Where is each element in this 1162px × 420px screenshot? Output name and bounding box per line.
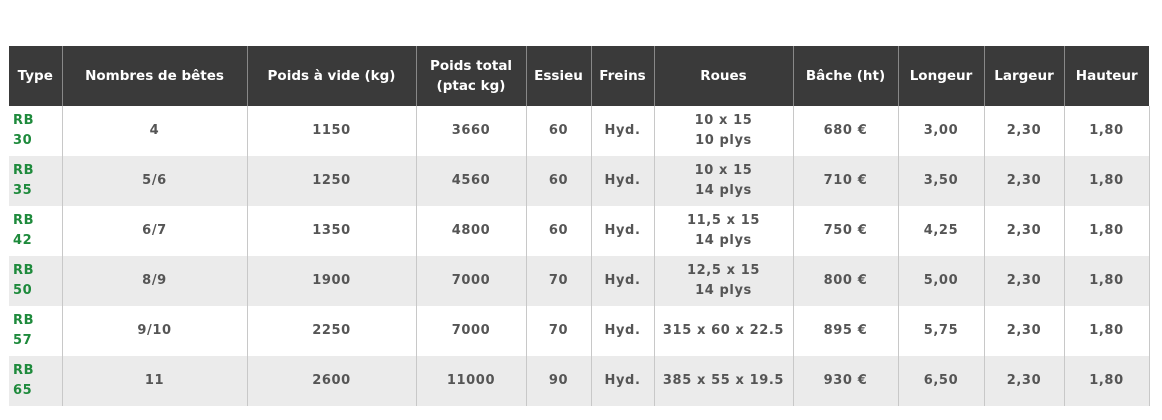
cell-length: 4,25	[897, 206, 984, 256]
header-empty-weight: Poids à vide (kg)	[246, 46, 416, 106]
cell-animals: 4	[61, 106, 247, 156]
cell-empty-weight: 2250	[246, 306, 416, 356]
cell-axle: 70	[525, 306, 591, 356]
cell-height: 1,80	[1063, 256, 1150, 306]
cell-cover: 750 €	[792, 206, 898, 256]
cell-wheels: 385 x 55 x 19.5	[653, 356, 793, 406]
cell-empty-weight: 1900	[246, 256, 416, 306]
cell-width: 2,30	[983, 106, 1064, 156]
cell-type: RB 42	[13, 213, 35, 248]
header-width: Largeur	[983, 46, 1064, 106]
cell-brakes: Hyd.	[590, 256, 654, 306]
cell-height: 1,80	[1063, 356, 1150, 406]
cell-cover: 930 €	[792, 356, 898, 406]
cell-brakes: Hyd.	[590, 356, 654, 406]
cell-type: RB 57	[13, 313, 35, 348]
cell-cover: 895 €	[792, 306, 898, 356]
cell-empty-weight: 1250	[246, 156, 416, 206]
cell-total-weight: 3660	[415, 106, 526, 156]
cell-brakes: Hyd.	[590, 106, 654, 156]
header-height: Hauteur	[1063, 46, 1149, 106]
cell-length: 6,50	[897, 356, 984, 406]
cell-animals: 11	[61, 356, 247, 406]
cell-wheels: 315 x 60 x 22.5	[653, 306, 793, 356]
header-cover: Bâche (ht)	[792, 46, 898, 106]
cell-width: 2,30	[983, 356, 1064, 406]
header-length: Longeur	[897, 46, 984, 106]
cell-axle: 60	[525, 106, 591, 156]
cell-total-weight: 4800	[415, 206, 526, 256]
cell-animals: 5/6	[61, 156, 247, 206]
cell-total-weight: 7000	[415, 256, 526, 306]
cell-type: RB 30	[13, 113, 35, 148]
cell-empty-weight: 1150	[246, 106, 416, 156]
cell-empty-weight: 1350	[246, 206, 416, 256]
cell-brakes: Hyd.	[590, 306, 654, 356]
cell-axle: 90	[525, 356, 591, 406]
cell-width: 2,30	[983, 256, 1064, 306]
cell-animals: 9/10	[61, 306, 247, 356]
cell-height: 1,80	[1063, 106, 1150, 156]
table-row: RB 35 5/6 1250 4560 60 Hyd. 10 x 15 14 plys 710 …	[9, 156, 1150, 206]
cell-type: RB 35	[9, 156, 62, 206]
cell-type: RB 50	[9, 256, 62, 306]
cell-wheels: 11,5 x 15 14 plys	[653, 206, 793, 256]
cell-type: RB 65	[9, 356, 62, 406]
header-wheels: Roues	[653, 46, 793, 106]
cell-cover: 710 €	[792, 156, 898, 206]
cell-axle: 60	[525, 156, 591, 206]
cell-width: 2,30	[983, 156, 1064, 206]
trailer-spec-table: Type Nombres de bêtes Poids à vide (kg) Poi…	[9, 46, 1150, 406]
header-type: Type	[9, 46, 62, 106]
cell-length: 5,00	[897, 256, 984, 306]
header-total-weight: Poids total (ptac kg)	[415, 46, 526, 106]
table-row: RB 57 9/10 2250 7000 70 Hyd. 315 x 60 x 22.5 89…	[9, 306, 1150, 356]
header-animals: Nombres de bêtes	[61, 46, 247, 106]
table-row: RB 65 11 2600 11000 90 Hyd. 385 x 55 x 19.5 930…	[9, 356, 1150, 406]
cell-brakes: Hyd.	[590, 156, 654, 206]
cell-length: 3,50	[897, 156, 984, 206]
cell-height: 1,80	[1063, 206, 1150, 256]
table-body: RB 30 4 1150 3660 60 Hyd. 10 x 15 10 plys 680 €3…	[9, 106, 1150, 406]
cell-cover: 680 €	[792, 106, 898, 156]
cell-length: 3,00	[897, 106, 984, 156]
cell-axle: 60	[525, 206, 591, 256]
cell-total-weight: 4560	[415, 156, 526, 206]
cell-height: 1,80	[1063, 156, 1150, 206]
header-axle: Essieu	[525, 46, 591, 106]
cell-brakes: Hyd.	[590, 206, 654, 256]
table-row: RB 30 4 1150 3660 60 Hyd. 10 x 15 10 plys 680 €3…	[9, 106, 1150, 156]
cell-length: 5,75	[897, 306, 984, 356]
cell-height: 1,80	[1063, 306, 1150, 356]
cell-wheels: 10 x 15 10 plys	[653, 106, 793, 156]
table-row: RB 42 6/7 1350 4800 60 Hyd. 11,5 x 15 14 plys 75…	[9, 206, 1150, 256]
table-row: RB 50 8/9 1900 7000 70 Hyd. 12,5 x 15 14 plys 80…	[9, 256, 1150, 306]
cell-total-weight: 7000	[415, 306, 526, 356]
cell-empty-weight: 2600	[246, 356, 416, 406]
cell-wheels: 12,5 x 15 14 plys	[653, 256, 793, 306]
cell-cover: 800 €	[792, 256, 898, 306]
cell-wheels: 10 x 15 14 plys	[653, 156, 793, 206]
cell-axle: 70	[525, 256, 591, 306]
table-header-row: Type Nombres de bêtes Poids à vide (kg) Poi…	[9, 46, 1149, 106]
cell-animals: 8/9	[61, 256, 247, 306]
cell-total-weight: 11000	[415, 356, 526, 406]
header-brakes: Freins	[590, 46, 654, 106]
cell-width: 2,30	[983, 206, 1064, 256]
cell-animals: 6/7	[61, 206, 247, 256]
cell-width: 2,30	[983, 306, 1064, 356]
